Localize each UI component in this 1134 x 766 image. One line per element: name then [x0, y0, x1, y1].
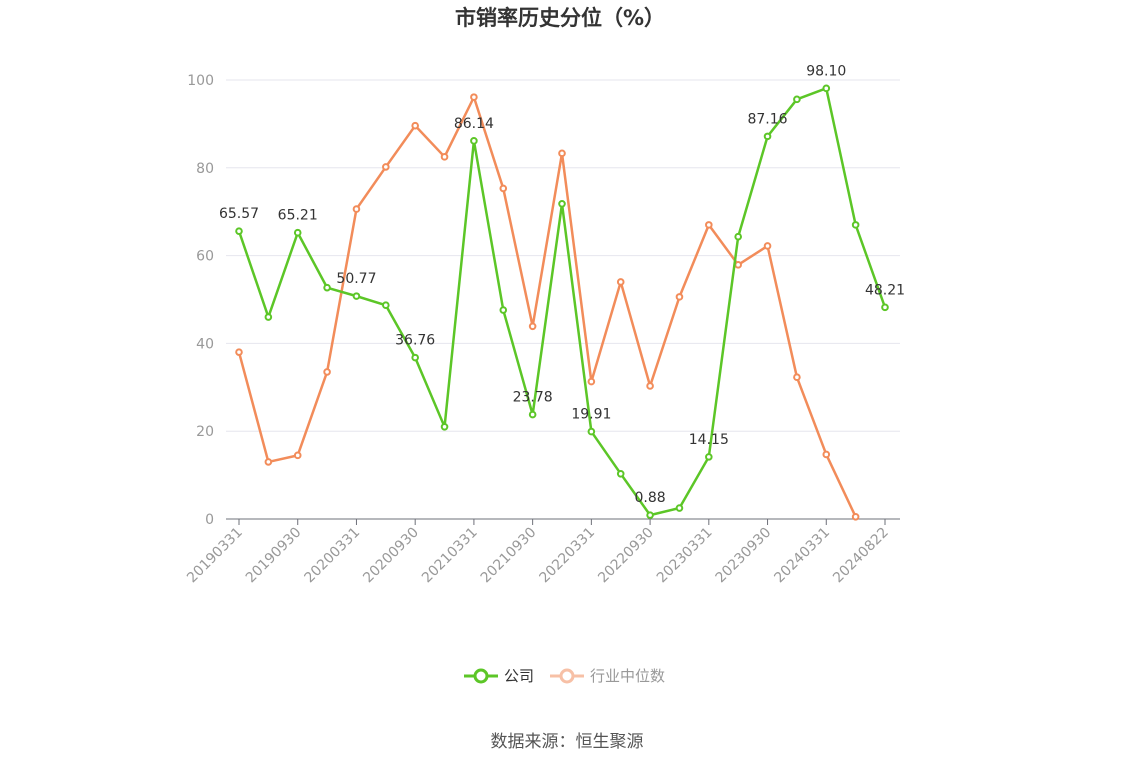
point-company	[616, 469, 625, 478]
point-company	[734, 232, 742, 241]
point-company	[411, 353, 419, 362]
point-company	[646, 511, 654, 519]
point-company	[382, 301, 390, 310]
point-company	[470, 137, 478, 145]
x-tick-label: 20240331	[771, 525, 833, 587]
legend-item-company[interactable]: 公司	[464, 667, 534, 685]
point-industry	[382, 163, 390, 171]
point-company	[235, 227, 243, 235]
series-line-industry	[237, 95, 857, 518]
point-industry	[293, 451, 302, 460]
point-industry	[646, 382, 654, 390]
data-label: 14.15	[689, 432, 729, 448]
data-label: 87.16	[747, 111, 787, 127]
legend-industry-marker	[559, 668, 575, 684]
y-tick-label: 60	[196, 249, 214, 265]
legend-item-industry[interactable]: 行业中位数	[550, 667, 665, 685]
point-industry	[264, 458, 273, 466]
point-industry	[763, 242, 772, 250]
point-industry	[235, 348, 243, 356]
data-label: 50.77	[336, 271, 376, 287]
point-company	[675, 504, 684, 512]
label-layer: 65.57 65.21 50.77 36.76 86.14 23.78 19.91 0.88 1…	[219, 63, 905, 506]
point-company	[528, 410, 537, 419]
point-industry	[616, 278, 625, 286]
point-company	[793, 95, 801, 104]
data-label: 36.76	[395, 333, 435, 349]
series-layer	[235, 84, 889, 521]
point-company	[440, 423, 449, 431]
point-company	[499, 306, 508, 314]
point-company	[822, 84, 831, 93]
data-label: 23.78	[513, 390, 553, 406]
data-source: 数据来源：恒生聚源	[491, 732, 644, 752]
x-tick-label: 20210930	[478, 525, 540, 587]
x-tick-label: 20230930	[713, 525, 775, 587]
point-company	[352, 292, 361, 300]
data-label: 0.88	[635, 490, 666, 506]
point-company	[763, 132, 772, 141]
data-label: 65.57	[219, 206, 259, 222]
point-industry	[470, 93, 478, 101]
point-company	[323, 283, 331, 292]
chart-title: 市销率历史分位（%）	[455, 6, 665, 30]
legend-industry-label: 行业中位数	[590, 667, 665, 685]
point-industry	[587, 377, 596, 386]
data-label: 65.21	[278, 208, 318, 224]
point-industry	[675, 293, 684, 301]
x-tick-label: 20220930	[595, 525, 657, 587]
point-industry	[851, 513, 860, 521]
data-label: 98.10	[806, 63, 846, 79]
point-industry	[323, 368, 331, 376]
point-industry	[793, 373, 801, 382]
x-tick-label: 20190930	[243, 525, 305, 587]
point-company	[587, 427, 596, 436]
point-industry	[705, 221, 713, 229]
x-tick-label: 20200331	[302, 525, 364, 587]
y-tick-label: 0	[205, 512, 214, 528]
point-industry	[352, 205, 361, 213]
data-label: 86.14	[454, 116, 494, 132]
legend-company-marker	[473, 668, 489, 684]
x-tick-label: 20230331	[654, 525, 716, 587]
point-industry	[528, 322, 537, 331]
point-company	[851, 221, 860, 229]
point-company	[293, 228, 302, 237]
x-tick-label: 20210331	[419, 525, 481, 587]
x-tick-label: 20220331	[536, 525, 598, 587]
point-company	[705, 453, 713, 461]
y-tick-label: 40	[196, 336, 214, 352]
point-industry	[411, 121, 419, 130]
x-tick-label: 20200930	[360, 525, 422, 587]
point-industry	[499, 184, 508, 193]
axis-layer: 0 20 40 60 80 100 2019033120190930202003312020…	[184, 73, 900, 586]
x-tick-label: 20190331	[184, 525, 246, 587]
y-tick-label: 20	[196, 424, 214, 440]
legend[interactable]: 公司 行业中位数	[464, 667, 665, 685]
point-industry	[440, 153, 449, 161]
legend-company-label: 公司	[504, 667, 534, 685]
point-company	[264, 313, 273, 321]
x-tick-label: 20240822	[830, 525, 892, 587]
point-industry	[558, 149, 566, 158]
point-industry	[822, 450, 831, 459]
point-industry	[734, 261, 742, 269]
y-tick-label: 100	[187, 73, 214, 89]
point-company	[881, 303, 889, 312]
y-tick-label: 80	[196, 161, 214, 177]
data-label: 48.21	[865, 282, 905, 298]
grid-layer	[226, 79, 900, 432]
data-label: 19.91	[571, 407, 611, 423]
point-company	[558, 199, 566, 208]
